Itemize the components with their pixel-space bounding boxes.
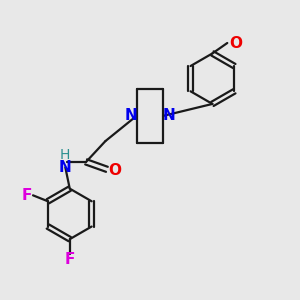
Text: F: F	[64, 253, 75, 268]
Text: F: F	[21, 188, 32, 203]
Text: N: N	[162, 108, 175, 123]
Text: O: O	[109, 163, 122, 178]
Text: H: H	[60, 148, 70, 162]
Text: O: O	[229, 35, 242, 50]
Text: N: N	[59, 160, 72, 175]
Text: N: N	[125, 108, 138, 123]
